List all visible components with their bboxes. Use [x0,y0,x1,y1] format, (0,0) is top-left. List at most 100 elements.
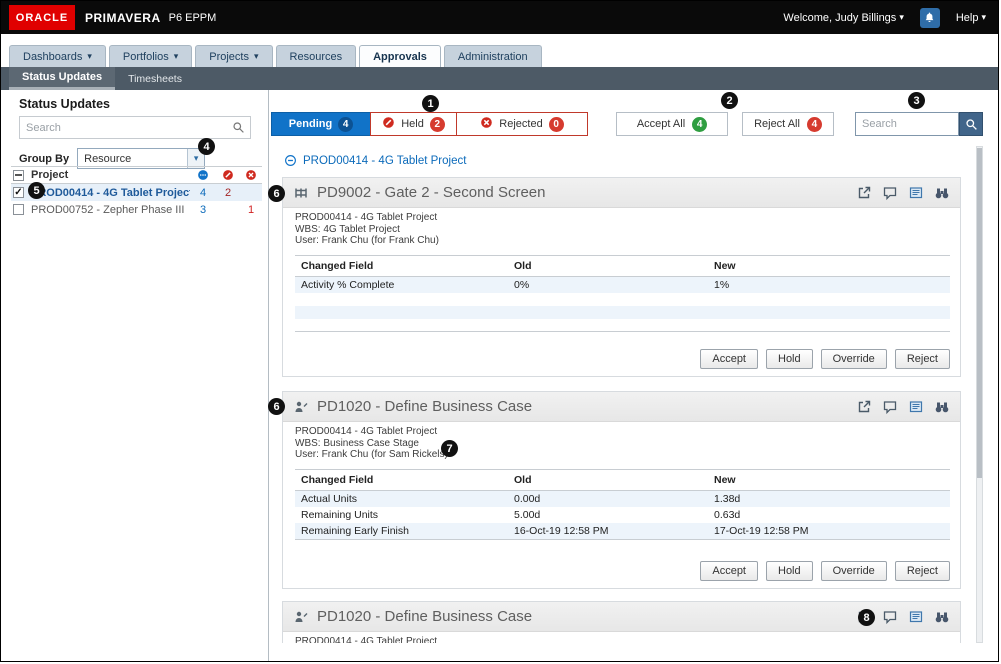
content-area: Status Updates Group By Resource ▾ Proje… [1,90,998,661]
accept-button[interactable]: Accept [700,349,758,369]
chevron-down-icon[interactable]: ▾ [187,149,205,168]
project-name[interactable]: PROD00414 - 4G Tablet Project [31,186,190,199]
meta-wbs: WBS: 4G Tablet Project [295,223,400,235]
filter-rejected-button[interactable]: Rejected 0 [456,112,588,136]
binoculars-icon[interactable] [934,399,950,415]
sub-nav: Status Updates Timesheets [1,67,998,90]
open-activity-icon[interactable] [856,185,872,201]
search-button[interactable] [959,112,983,136]
scrollbar-thumb[interactable] [977,148,982,478]
tab-dashboards[interactable]: Dashboards ▾ [9,45,106,67]
activity-title: PD9002 - Gate 2 - Second Screen [317,184,546,201]
changes-table: Changed Field Old New Activity % Complet… [295,254,950,332]
held-icon [382,116,395,132]
approvals-panel: Pending 4 Held 2 Rejected 0 Accept All 4 [270,90,998,643]
meta-project: PROD00414 - 4G Tablet Project [295,212,438,223]
feedback-icon[interactable] [908,185,924,201]
group-by-select[interactable]: Resource ▾ [77,148,206,169]
user-menu[interactable]: Welcome, Judy Billings ▾ [783,12,903,24]
change-row [295,318,950,332]
welcome-label: Welcome, Judy Billings [783,11,897,24]
comment-icon[interactable] [882,609,898,625]
hold-button[interactable]: Hold [766,561,813,581]
comment-icon[interactable] [882,185,898,201]
callout-6a: 6 [268,185,285,202]
notifications-button[interactable] [919,7,940,28]
reject-all-button[interactable]: Reject All 4 [742,112,834,136]
sidebar-search [19,116,251,139]
project-group-header[interactable]: PROD00414 - 4G Tablet Project [284,154,466,167]
override-button[interactable]: Override [820,561,887,581]
card-header: PD9002 - Gate 2 - Second Screen [283,178,960,208]
tab-approvals[interactable]: Approvals [359,45,441,67]
feedback-icon[interactable] [908,609,924,625]
project-row[interactable]: PROD00752 - Zepher Phase III 3 1 [11,201,262,218]
group-by-label: Group By [19,152,70,165]
change-row [295,293,950,306]
collapse-icon[interactable] [284,154,297,167]
binoculars-icon[interactable] [934,185,950,201]
col-changed-field: Changed Field [295,254,508,277]
override-button[interactable]: Override [820,349,887,369]
approval-card: PD1020 - Define Business Case PROD00414 … [282,601,961,643]
reject-button[interactable]: Reject [894,561,950,581]
help-label: Help [955,11,979,24]
reject-button[interactable]: Reject [894,349,950,369]
approval-card: PD9002 - Gate 2 - Second Screen PROD0041… [282,177,961,377]
hold-button[interactable]: Hold [766,349,813,369]
tab-projects[interactable]: Projects ▾ [195,45,273,67]
tab-portfolios[interactable]: Portfolios ▾ [108,45,193,67]
main-nav: Dashboards ▾ Portfolios ▾ Projects ▾ Resour… [1,34,998,67]
group-by-value: Resource [84,152,132,165]
tab-administration[interactable]: Administration [443,45,542,67]
feedback-icon[interactable] [908,399,924,415]
callout-5: 5 [28,182,45,199]
pending-count: 3 [199,203,207,216]
tab-label: Administration [457,50,528,63]
project-list-header: Project [11,166,262,184]
card-meta: PROD00414 - 4G Tablet Project [283,632,960,643]
project-row[interactable]: ✓ PROD00414 - 4G Tablet Project 4 2 [11,184,262,201]
chevron-down-icon: ▾ [981,12,986,22]
change-row [295,305,950,319]
tab-resources[interactable]: Resources [275,45,357,67]
bell-icon [926,12,934,23]
filter-pending-button[interactable]: Pending 4 [271,112,371,136]
subtab-timesheets[interactable]: Timesheets [128,72,182,85]
held-count-badge: 2 [429,116,445,132]
binoculars-icon[interactable] [934,609,950,625]
subtab-status-updates[interactable]: Status Updates [9,67,116,90]
main-search-input[interactable] [855,112,959,136]
open-activity-icon[interactable] [856,399,872,415]
row-checkbox-checked[interactable]: ✓ [13,187,24,198]
vertical-scrollbar[interactable] [976,146,983,643]
held-count: 2 [224,186,232,199]
comment-icon[interactable] [882,399,898,415]
reject-all-count-badge: 4 [806,116,822,132]
filter-held-button[interactable]: Held 2 [370,112,457,136]
accept-all-button[interactable]: Accept All 4 [616,112,728,136]
rejected-icon [480,116,493,132]
tab-label: Approvals [373,50,427,63]
sidebar: Status Updates Group By Resource ▾ Proje… [1,90,269,661]
project-name[interactable]: PROD00752 - Zepher Phase III [31,203,185,216]
tab-label: Resources [289,50,343,63]
rejected-icon [240,169,262,181]
pending-count-badge: 4 [338,116,354,132]
change-row: Actual Units 0.00d 1.38d [295,490,950,507]
help-menu[interactable]: Help ▾ [956,12,986,24]
select-all-checkbox[interactable] [13,169,24,181]
sidebar-search-input[interactable] [20,121,232,134]
accept-button[interactable]: Accept [700,561,758,581]
status-filter-group: Pending 4 Held 2 Rejected 0 [271,112,588,136]
chevron-down-icon: ▾ [254,51,259,61]
rejected-count-badge: 0 [548,116,564,132]
meta-user: User: Frank Chu (for Sam Rickels) [295,449,448,460]
activity-icon [293,609,309,625]
row-checkbox[interactable] [13,204,24,215]
callout-8: 8 [858,609,875,626]
search-icon[interactable] [232,121,245,134]
col-changed-field: Changed Field [295,468,508,491]
title-bar: ORACLE PRIMAVERA P6 EPPM Welcome, Judy B… [1,1,998,34]
card-meta: PROD00414 - 4G Tablet Project WBS: 4G Ta… [283,208,960,247]
